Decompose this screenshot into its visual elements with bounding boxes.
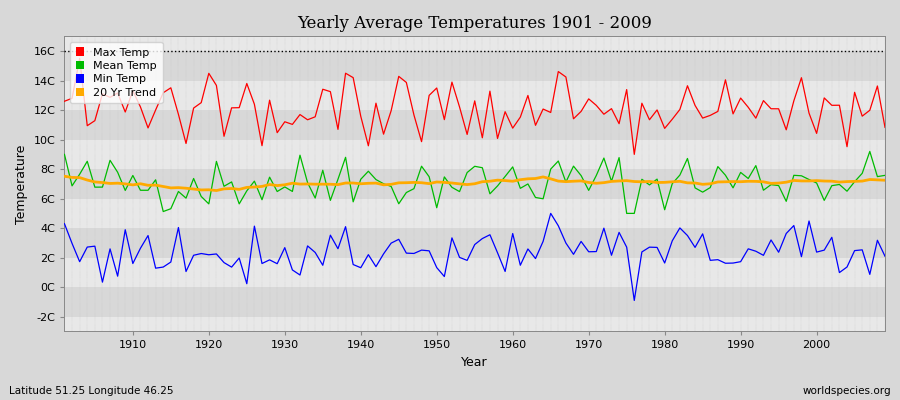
- X-axis label: Year: Year: [462, 356, 488, 369]
- Bar: [65, 228, 885, 258]
- Bar: [65, 199, 885, 228]
- Bar: [65, 258, 885, 287]
- Bar: [65, 287, 885, 317]
- Text: Latitude 51.25 Longitude 46.25: Latitude 51.25 Longitude 46.25: [9, 386, 174, 396]
- Y-axis label: Temperature: Temperature: [15, 144, 28, 224]
- Bar: [65, 51, 885, 80]
- Text: worldspecies.org: worldspecies.org: [803, 386, 891, 396]
- Bar: [65, 140, 885, 169]
- Bar: [65, 80, 885, 110]
- Title: Yearly Average Temperatures 1901 - 2009: Yearly Average Temperatures 1901 - 2009: [297, 15, 652, 32]
- Legend: Max Temp, Mean Temp, Min Temp, 20 Yr Trend: Max Temp, Mean Temp, Min Temp, 20 Yr Tre…: [70, 42, 163, 104]
- Bar: [65, 169, 885, 199]
- Bar: [65, 110, 885, 140]
